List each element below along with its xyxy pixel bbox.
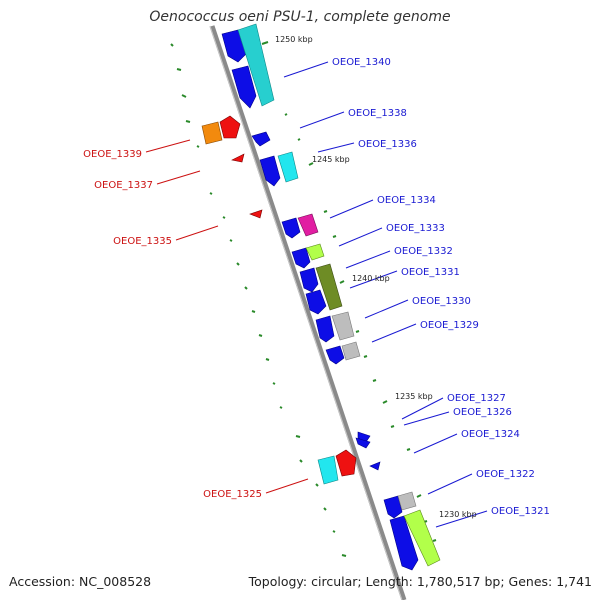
kbp-label: 1240 kbp: [352, 274, 390, 283]
gene-label[interactable]: OEOE_1331: [401, 267, 460, 278]
gene-oeoe-1322: [397, 491, 417, 511]
gene-oeoe-1330: [331, 311, 355, 341]
kbp-label: 1245 kbp: [312, 155, 350, 164]
gene-oeoe-1325: [335, 449, 357, 477]
genes-colored: [201, 23, 441, 567]
gene-label[interactable]: OEOE_1338: [348, 108, 407, 119]
gene-label[interactable]: OEOE_1334: [377, 195, 436, 206]
genome-backbone: [209, 25, 407, 600]
gene-label[interactable]: OEOE_1333: [386, 223, 445, 234]
topology-text: Topology: circular; Length: 1,780,517 bp…: [248, 574, 592, 589]
gene-label[interactable]: OEOE_1325: [203, 489, 262, 500]
gene-label[interactable]: OEOE_1337: [94, 180, 153, 191]
gene-oeoe-1336: [277, 151, 299, 183]
gene-label[interactable]: OEOE_1340: [332, 57, 391, 68]
genes-reverse-strand: [221, 29, 419, 571]
gene-label[interactable]: OEOE_1321: [491, 506, 550, 517]
kbp-label: 1235 kbp: [395, 392, 433, 401]
gene-oeoe-1339: [201, 121, 223, 145]
gene-oeoe-1329: [341, 341, 361, 361]
gene-label[interactable]: OEOE_1326: [453, 407, 512, 418]
gene-label[interactable]: OEOE_1324: [461, 429, 520, 440]
gene-oeoe-1331: [315, 263, 343, 311]
accession-text: Accession: NC_008528: [9, 574, 152, 589]
leader-lines-left: [145, 139, 309, 494]
gene-label[interactable]: OEOE_1329: [420, 320, 479, 331]
gene-oeoe-1339b: [219, 115, 241, 139]
gene-oeoe-1335: [249, 209, 263, 219]
gene-oeoe-1332: [305, 243, 325, 261]
genome-backbone-highlight: [209, 25, 403, 600]
gene-label[interactable]: OEOE_1322: [476, 469, 535, 480]
kbp-label: 1250 kbp: [275, 35, 313, 44]
gene-oeoe-1337: [231, 153, 245, 163]
gene-oeoe-1325a: [317, 455, 339, 485]
gene-label[interactable]: OEOE_1335: [113, 236, 172, 247]
gene-label[interactable]: OEOE_1332: [394, 246, 453, 257]
gene-label[interactable]: OEOE_1330: [412, 296, 471, 307]
gene-label[interactable]: OEOE_1339: [83, 149, 142, 160]
gene-oeoe-1333: [297, 213, 319, 237]
gene-label[interactable]: OEOE_1327: [447, 393, 506, 404]
gene-label[interactable]: OEOE_1336: [358, 139, 417, 150]
gene-oeoe-1321: [403, 509, 441, 567]
map-title: Oenococcus oeni PSU-1, complete genome: [149, 9, 451, 25]
kbp-label: 1230 kbp: [439, 510, 477, 519]
leader-lines-right: [283, 61, 488, 528]
gene-oeoe-1340: [237, 23, 275, 107]
